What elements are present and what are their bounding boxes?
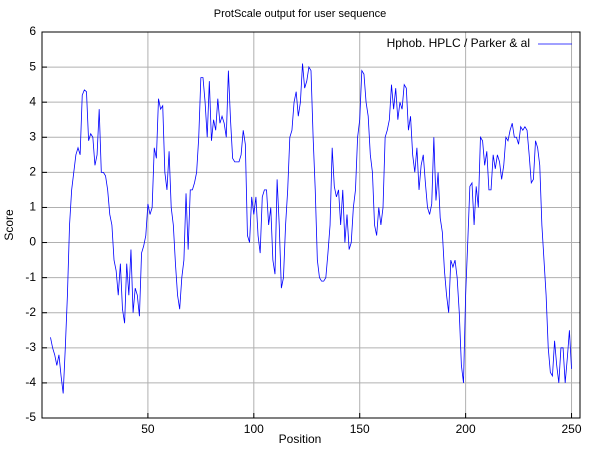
y-tick-label: 4	[29, 94, 36, 108]
y-tick-label: 1	[29, 200, 36, 214]
x-tick-label: 100	[244, 422, 264, 436]
plot-frame	[41, 31, 581, 419]
y-tick-label: 3	[29, 129, 36, 143]
data-line	[50, 63, 572, 394]
x-tick-label: 200	[456, 422, 476, 436]
y-tick-label: 5	[29, 59, 36, 73]
chart-title: ProtScale output for user sequence	[214, 8, 386, 20]
y-tick-label: -4	[25, 375, 36, 389]
y-tick-label: -5	[25, 410, 36, 424]
x-axis-label: Position	[279, 432, 322, 446]
y-axis-label: Score	[2, 209, 16, 241]
x-tick-label: 50	[141, 422, 155, 436]
y-tick-label: -3	[25, 340, 36, 354]
legend-label: Hphob. HPLC / Parker & al	[387, 36, 530, 50]
x-tick-label: 150	[350, 422, 370, 436]
y-tick-label: 2	[29, 165, 36, 179]
y-tick-label: -1	[25, 270, 36, 284]
y-tick-label: 6	[29, 24, 36, 38]
y-tick-label: -2	[25, 305, 36, 319]
x-tick-label: 250	[562, 422, 582, 436]
y-tick-label: 0	[29, 235, 36, 249]
